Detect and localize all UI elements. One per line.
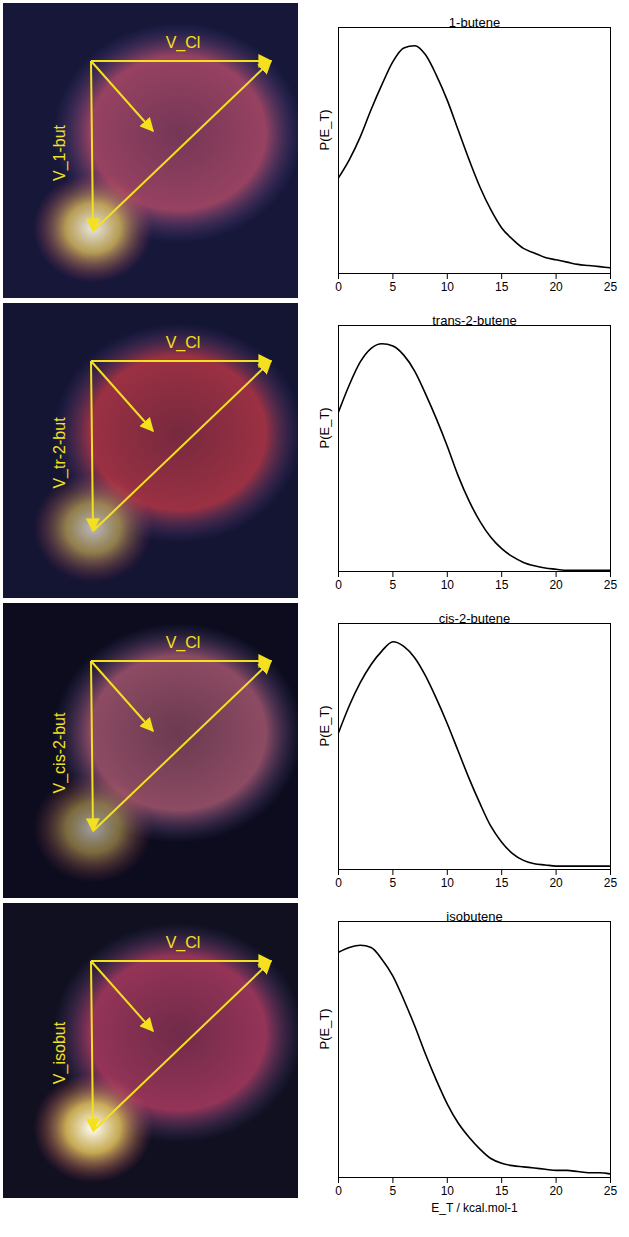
svg-text:P(E_T): P(E_T)	[317, 1008, 332, 1049]
svg-text:10: 10	[441, 280, 455, 294]
svg-text:P(E_T): P(E_T)	[317, 705, 332, 746]
svg-text:10: 10	[441, 578, 455, 592]
svg-text:25: 25	[604, 280, 618, 294]
svg-text:V_tr-2-but: V_tr-2-but	[51, 417, 69, 489]
svg-text:15: 15	[495, 280, 509, 294]
svg-text:V_isobut: V_isobut	[51, 1021, 69, 1084]
svg-text:P(E_T): P(E_T)	[317, 109, 332, 150]
svg-text:P(E_T): P(E_T)	[317, 407, 332, 448]
svg-text:20: 20	[549, 578, 563, 592]
svg-text:1-butene: 1-butene	[449, 15, 500, 30]
svg-text:20: 20	[549, 876, 563, 890]
svg-text:0: 0	[335, 1184, 342, 1198]
svg-text:10: 10	[441, 1184, 455, 1198]
svg-text:0: 0	[335, 578, 342, 592]
svg-text:V_Cl: V_Cl	[166, 34, 201, 52]
svg-text:V_1-but: V_1-but	[51, 124, 69, 181]
svg-text:V_Cl: V_Cl	[166, 934, 201, 952]
svg-text:5: 5	[390, 1184, 397, 1198]
svg-text:15: 15	[495, 1184, 509, 1198]
svg-text:25: 25	[604, 578, 618, 592]
svg-text:0: 0	[335, 280, 342, 294]
svg-text:20: 20	[549, 1184, 563, 1198]
svg-text:isobutene: isobutene	[446, 909, 502, 924]
svg-text:5: 5	[390, 876, 397, 890]
svg-text:V_cis-2-but: V_cis-2-but	[51, 712, 69, 793]
svg-text:25: 25	[604, 1184, 618, 1198]
svg-text:V_Cl: V_Cl	[166, 334, 201, 352]
svg-text:15: 15	[495, 578, 509, 592]
svg-text:E_T / kcal.mol-1: E_T / kcal.mol-1	[431, 1201, 518, 1215]
svg-text:15: 15	[495, 876, 509, 890]
svg-text:V_Cl: V_Cl	[166, 634, 201, 652]
svg-text:cis-2-butene: cis-2-butene	[439, 611, 511, 626]
svg-text:25: 25	[604, 876, 618, 890]
svg-text:trans-2-butene: trans-2-butene	[432, 313, 517, 328]
svg-text:20: 20	[549, 280, 563, 294]
svg-text:10: 10	[441, 876, 455, 890]
svg-text:0: 0	[335, 876, 342, 890]
svg-text:5: 5	[390, 578, 397, 592]
svg-text:5: 5	[390, 280, 397, 294]
